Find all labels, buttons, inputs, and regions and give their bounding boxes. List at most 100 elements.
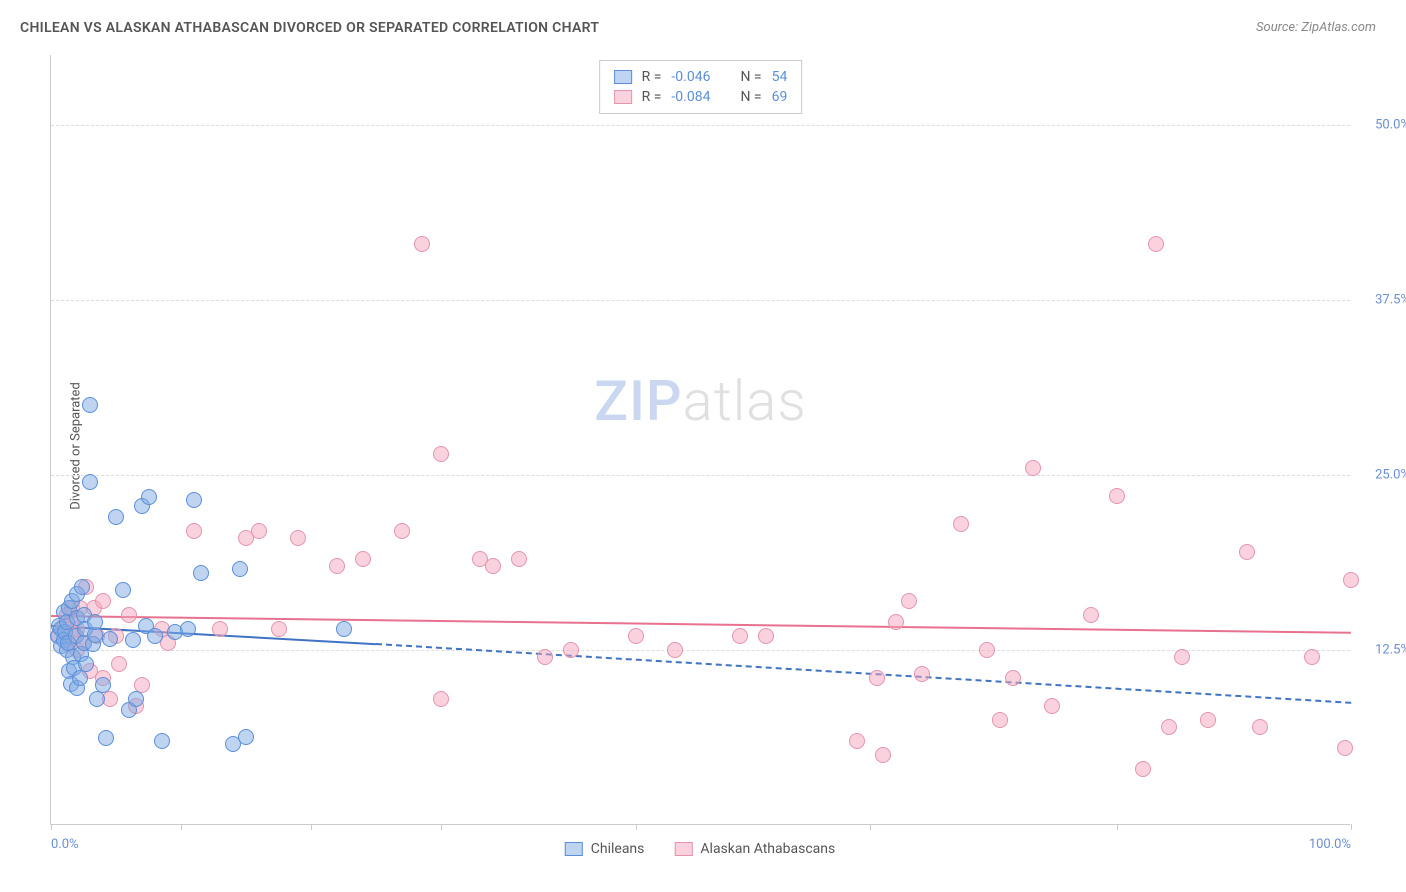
data-point	[82, 397, 98, 413]
x-tick-label: 100.0%	[1309, 837, 1351, 852]
n-value: 54	[772, 69, 788, 85]
data-point	[1109, 488, 1125, 504]
data-point	[875, 747, 891, 763]
data-point	[953, 516, 969, 532]
data-point	[979, 642, 995, 658]
data-point	[394, 523, 410, 539]
data-point	[290, 530, 306, 546]
chart-title: CHILEAN VS ALASKAN ATHABASCAN DIVORCED O…	[20, 20, 599, 36]
data-point	[563, 642, 579, 658]
data-point	[98, 730, 114, 746]
chart-area: ZIPatlas R =-0.046N =54R =-0.084N =69 12…	[50, 55, 1350, 825]
x-tick	[51, 824, 52, 830]
stats-box: R = -0.046 N = 54 R = -0.084 N = 69	[599, 60, 803, 114]
data-point	[1200, 712, 1216, 728]
data-point	[154, 733, 170, 749]
data-point	[186, 523, 202, 539]
data-point	[1343, 572, 1359, 588]
data-point	[1083, 607, 1099, 623]
r-label: R =	[642, 89, 662, 105]
data-point	[108, 509, 124, 525]
legend-swatch	[674, 842, 692, 856]
watermark: ZIPatlas	[594, 368, 806, 434]
y-tick-label: 37.5%	[1375, 293, 1406, 308]
stats-row: R = -0.046 N = 54	[614, 67, 788, 87]
data-point	[732, 628, 748, 644]
legend-swatch	[565, 842, 583, 856]
chart-container: CHILEAN VS ALASKAN ATHABASCAN DIVORCED O…	[0, 0, 1406, 892]
data-point	[888, 614, 904, 630]
r-value: -0.046	[671, 69, 710, 85]
data-point	[433, 446, 449, 462]
legend-swatch	[614, 70, 632, 84]
data-point	[869, 670, 885, 686]
x-tick	[181, 824, 182, 830]
data-point	[147, 628, 163, 644]
data-point	[1025, 460, 1041, 476]
data-point	[1148, 236, 1164, 252]
data-point	[82, 474, 98, 490]
data-point	[102, 631, 118, 647]
data-point	[628, 628, 644, 644]
data-point	[251, 523, 267, 539]
data-point	[1044, 698, 1060, 714]
x-tick	[311, 824, 312, 830]
x-tick	[636, 824, 637, 830]
legend-item: Chileans	[565, 841, 645, 857]
gridline	[51, 125, 1350, 126]
watermark-atlas: atlas	[683, 368, 807, 434]
data-point	[89, 691, 105, 707]
data-point	[212, 621, 228, 637]
n-value: 69	[772, 89, 788, 105]
gridline	[51, 300, 1350, 301]
data-point	[537, 649, 553, 665]
gridline	[51, 650, 1350, 651]
data-point	[336, 621, 352, 637]
data-point	[1005, 670, 1021, 686]
data-point	[115, 582, 131, 598]
data-point	[125, 632, 141, 648]
r-value: -0.084	[671, 89, 710, 105]
data-point	[758, 628, 774, 644]
data-point	[128, 691, 144, 707]
data-point	[180, 621, 196, 637]
r-label: R =	[642, 69, 662, 85]
watermark-zip: ZIP	[594, 368, 682, 434]
legend-swatch	[614, 90, 632, 104]
data-point	[238, 729, 254, 745]
data-point	[433, 691, 449, 707]
data-point	[95, 593, 111, 609]
legend-label: Alaskan Athabascans	[700, 841, 835, 857]
data-point	[914, 666, 930, 682]
data-point	[1174, 649, 1190, 665]
data-point	[232, 561, 248, 577]
data-point	[849, 733, 865, 749]
data-point	[78, 656, 94, 672]
y-tick-label: 25.0%	[1375, 468, 1406, 483]
trend-line	[51, 615, 1351, 634]
n-label: N =	[740, 69, 761, 85]
data-point	[511, 551, 527, 567]
data-point	[667, 642, 683, 658]
x-tick	[1117, 824, 1118, 830]
data-point	[1239, 544, 1255, 560]
data-point	[186, 492, 202, 508]
legend-label: Chileans	[591, 841, 645, 857]
data-point	[992, 712, 1008, 728]
data-point	[485, 558, 501, 574]
data-point	[74, 579, 90, 595]
plot-area: ZIPatlas R =-0.046N =54R =-0.084N =69 12…	[50, 55, 1350, 825]
data-point	[72, 670, 88, 686]
n-label: N =	[740, 89, 761, 105]
data-point	[141, 489, 157, 505]
data-point	[1252, 719, 1268, 735]
x-tick	[870, 824, 871, 830]
source-label: Source: ZipAtlas.com	[1256, 20, 1376, 35]
y-tick-label: 50.0%	[1375, 118, 1406, 133]
data-point	[121, 607, 137, 623]
x-tick-label: 0.0%	[51, 837, 79, 852]
x-tick	[1351, 824, 1352, 830]
data-point	[1135, 761, 1151, 777]
data-point	[271, 621, 287, 637]
data-point	[95, 677, 111, 693]
